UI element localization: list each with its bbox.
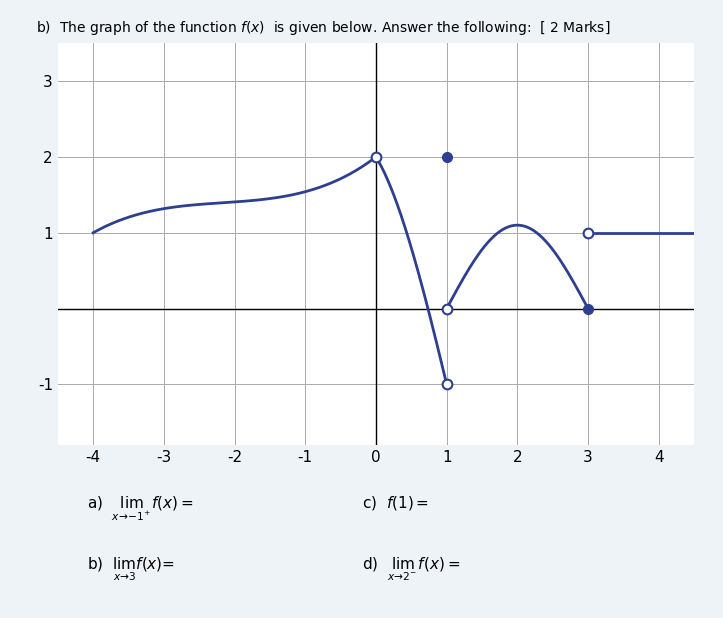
Text: b)  $\lim_{x \to 3} f(x) = $: b) $\lim_{x \to 3} f(x) = $ bbox=[87, 556, 175, 583]
Text: c)  $f(1) = $: c) $f(1) = $ bbox=[362, 494, 429, 512]
Text: b)  The graph of the function $f(x)$  is given below. Answer the following:  [ 2: b) The graph of the function $f(x)$ is g… bbox=[36, 19, 611, 36]
Text: a)  $\lim_{x \to -1^+} f(x) = $: a) $\lim_{x \to -1^+} f(x) = $ bbox=[87, 494, 194, 523]
Text: d)  $\lim_{x \to 2^-} f(x) = $: d) $\lim_{x \to 2^-} f(x) = $ bbox=[362, 556, 460, 583]
